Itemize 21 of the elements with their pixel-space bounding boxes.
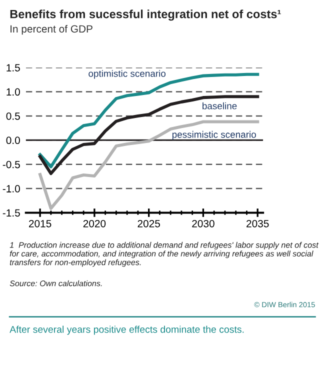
text: After several years positive effects dominate the costs. bbox=[10, 326, 244, 335]
y-tick-label: 0.5 bbox=[6, 112, 20, 120]
chart-subtitle: In percent of GDP bbox=[10, 24, 92, 35]
line-series bbox=[38, 120, 260, 210]
chart-title: Benefits from sucessful integration net of costs¹ bbox=[10, 10, 281, 21]
y-tick-label: 0.0 bbox=[6, 136, 20, 144]
x-tick-label: 2035 bbox=[246, 220, 269, 228]
y-tick-label: 1.5 bbox=[6, 64, 20, 72]
y-tick-label: -1.0 bbox=[2, 185, 20, 192]
source-note: Source: Own calculations. bbox=[10, 280, 102, 286]
series-label: optimistic scenario bbox=[88, 70, 166, 79]
text: 1 Production increase due to additional demand and refugees' labor supply net of cost for care, accommodation, and integration of the newly arriving refugees as well social transfers for non-employed refugees. bbox=[10, 242, 319, 267]
y-tick-label: -0.5 bbox=[2, 160, 20, 168]
y-tick-label: 1.0 bbox=[6, 88, 20, 96]
x-tick-label: 2030 bbox=[192, 220, 214, 228]
x-tick-label: 2015 bbox=[29, 220, 52, 228]
y-tick-label: -1.5 bbox=[2, 209, 20, 217]
series-label: pessimistic scenario bbox=[172, 130, 256, 140]
x-tick-label: 2020 bbox=[83, 220, 106, 228]
series-label: baseline bbox=[202, 102, 237, 110]
x-tick-label: 2025 bbox=[138, 220, 160, 228]
